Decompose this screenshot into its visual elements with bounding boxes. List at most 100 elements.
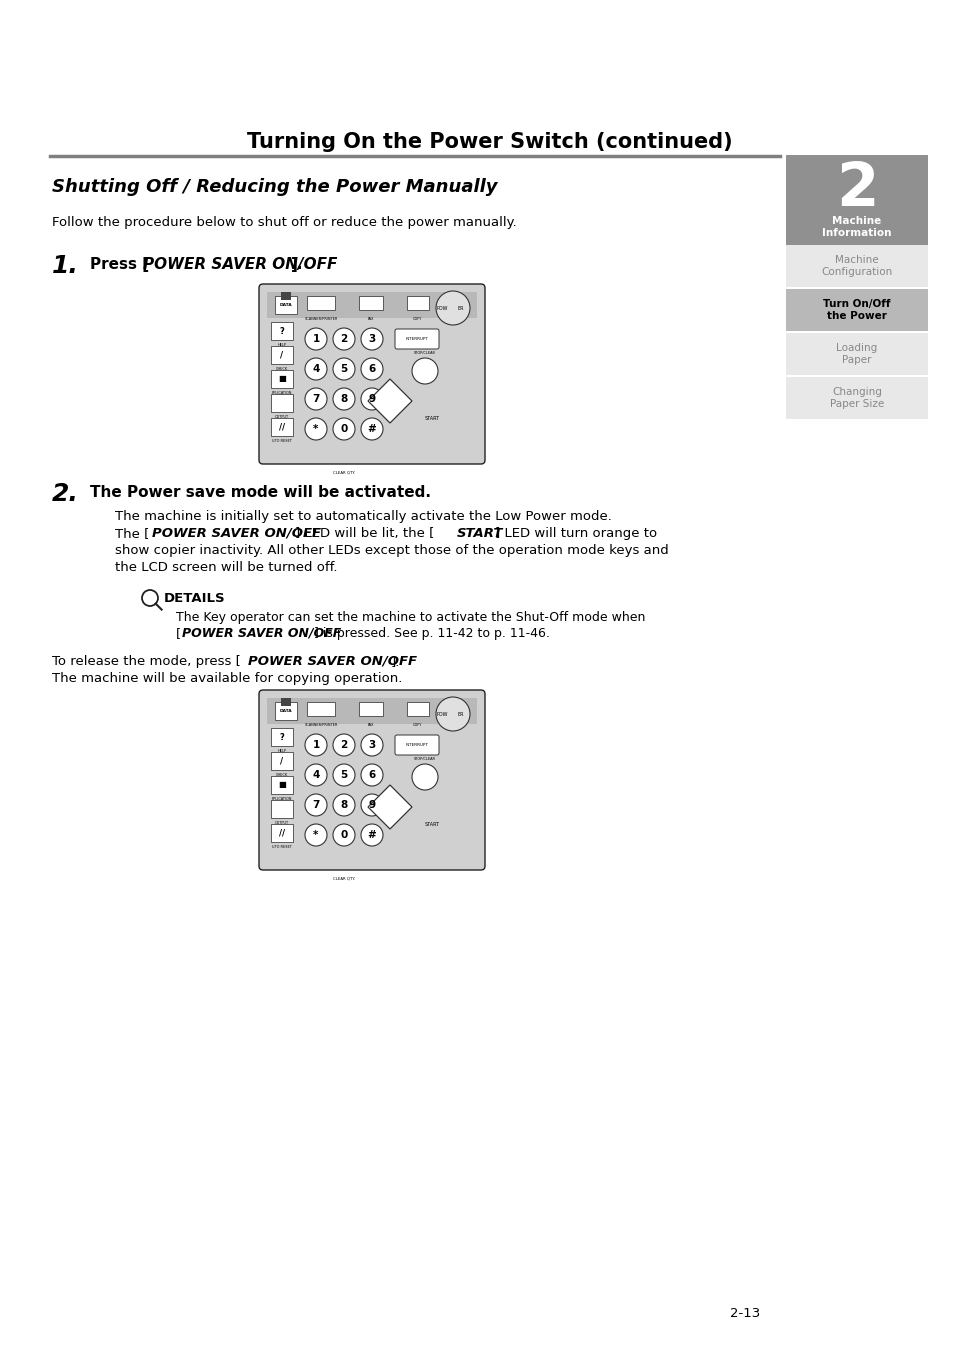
Bar bbox=[271, 322, 293, 340]
Circle shape bbox=[360, 328, 382, 350]
FancyBboxPatch shape bbox=[258, 690, 484, 870]
Text: ■: ■ bbox=[277, 374, 286, 384]
Text: FAX: FAX bbox=[367, 317, 374, 322]
Text: Changing
Paper Size: Changing Paper Size bbox=[829, 388, 883, 409]
Text: UTO RESET: UTO RESET bbox=[272, 439, 292, 443]
Text: CHECK: CHECK bbox=[275, 773, 288, 777]
Text: 8: 8 bbox=[340, 800, 347, 811]
Circle shape bbox=[436, 290, 470, 326]
Text: 1: 1 bbox=[312, 740, 319, 750]
Circle shape bbox=[305, 358, 327, 380]
Text: CLEAR QTY.: CLEAR QTY. bbox=[333, 877, 355, 881]
Text: The Power save mode will be activated.: The Power save mode will be activated. bbox=[90, 485, 431, 500]
Text: ].: ]. bbox=[291, 257, 303, 272]
Text: To release the mode, press [: To release the mode, press [ bbox=[52, 655, 240, 667]
Text: 2-13: 2-13 bbox=[729, 1306, 760, 1320]
Text: INTERRUPT: INTERRUPT bbox=[405, 743, 428, 747]
Text: /: / bbox=[280, 350, 283, 359]
Bar bbox=[785, 155, 927, 245]
Text: Press [: Press [ bbox=[90, 257, 149, 272]
Text: SCANNER/PRINTER: SCANNER/PRINTER bbox=[304, 317, 337, 322]
Text: OUTPUT: OUTPUT bbox=[274, 415, 289, 419]
Circle shape bbox=[305, 734, 327, 757]
Text: Turn On/Off
the Power: Turn On/Off the Power bbox=[822, 299, 890, 320]
Text: POWER SAVER ON/OFF: POWER SAVER ON/OFF bbox=[152, 527, 320, 540]
Circle shape bbox=[333, 734, 355, 757]
Text: PPLICATION: PPLICATION bbox=[272, 797, 292, 801]
Bar bbox=[281, 292, 291, 300]
Bar bbox=[271, 417, 293, 436]
Text: show copier inactivity. All other LEDs except those of the operation mode keys a: show copier inactivity. All other LEDs e… bbox=[115, 544, 668, 557]
Bar bbox=[271, 346, 293, 363]
Circle shape bbox=[333, 824, 355, 846]
Bar bbox=[785, 332, 927, 376]
Text: ER: ER bbox=[457, 305, 464, 311]
Circle shape bbox=[305, 765, 327, 786]
Text: ].: ]. bbox=[391, 655, 400, 667]
Text: 9: 9 bbox=[368, 394, 375, 404]
Text: 1.: 1. bbox=[52, 254, 79, 278]
Text: ] LED will turn orange to: ] LED will turn orange to bbox=[495, 527, 657, 540]
Bar bbox=[271, 728, 293, 746]
Text: ?: ? bbox=[279, 732, 284, 742]
Text: #: # bbox=[367, 424, 376, 434]
Circle shape bbox=[305, 417, 327, 440]
Circle shape bbox=[360, 417, 382, 440]
Text: FAX: FAX bbox=[367, 723, 374, 727]
Bar bbox=[358, 703, 382, 716]
Text: 3: 3 bbox=[368, 334, 375, 345]
Text: CLEAR QTY.: CLEAR QTY. bbox=[333, 471, 355, 476]
Circle shape bbox=[333, 417, 355, 440]
Circle shape bbox=[305, 824, 327, 846]
Text: The machine is initially set to automatically activate the Low Power mode.: The machine is initially set to automati… bbox=[115, 509, 611, 523]
Text: 3: 3 bbox=[368, 740, 375, 750]
Bar bbox=[267, 698, 476, 724]
Bar bbox=[785, 245, 927, 286]
Text: 8: 8 bbox=[340, 394, 347, 404]
Text: 7: 7 bbox=[312, 394, 319, 404]
Text: Shutting Off / Reducing the Power Manually: Shutting Off / Reducing the Power Manual… bbox=[52, 178, 497, 196]
Text: 2.: 2. bbox=[52, 482, 79, 507]
Text: POWER SAVER ON/OFF: POWER SAVER ON/OFF bbox=[182, 627, 341, 640]
FancyBboxPatch shape bbox=[395, 735, 438, 755]
Text: UTO RESET: UTO RESET bbox=[272, 844, 292, 848]
Text: 0: 0 bbox=[340, 424, 347, 434]
Bar bbox=[274, 703, 296, 720]
Text: 6: 6 bbox=[368, 363, 375, 374]
Text: STOP/CLEAR: STOP/CLEAR bbox=[414, 757, 436, 761]
Text: ■: ■ bbox=[277, 781, 286, 789]
Text: 9: 9 bbox=[368, 800, 375, 811]
Text: DETAILS: DETAILS bbox=[164, 592, 226, 605]
Bar bbox=[271, 824, 293, 842]
Text: COPY: COPY bbox=[413, 317, 422, 322]
Bar bbox=[271, 370, 293, 388]
Text: Loading
Paper: Loading Paper bbox=[836, 343, 877, 365]
Circle shape bbox=[412, 765, 437, 790]
Text: The [: The [ bbox=[115, 527, 150, 540]
Text: Follow the procedure below to shut off or reduce the power manually.: Follow the procedure below to shut off o… bbox=[52, 216, 517, 230]
Bar bbox=[271, 394, 293, 412]
Text: Machine
Configuration: Machine Configuration bbox=[821, 255, 892, 277]
Polygon shape bbox=[368, 380, 412, 423]
Bar bbox=[406, 296, 429, 309]
Text: The machine will be available for copying operation.: The machine will be available for copyin… bbox=[52, 671, 402, 685]
Bar bbox=[785, 377, 927, 419]
Text: HELP: HELP bbox=[277, 343, 286, 347]
Text: DATA: DATA bbox=[279, 709, 292, 713]
Text: OUTPUT: OUTPUT bbox=[274, 821, 289, 825]
Text: POW: POW bbox=[436, 305, 448, 311]
Text: SCANNER/PRINTER: SCANNER/PRINTER bbox=[304, 723, 337, 727]
Bar bbox=[785, 289, 927, 331]
Circle shape bbox=[360, 824, 382, 846]
Text: 4: 4 bbox=[312, 770, 319, 780]
Text: DATA: DATA bbox=[279, 303, 292, 307]
FancyBboxPatch shape bbox=[258, 284, 484, 463]
Text: 4: 4 bbox=[312, 363, 319, 374]
Text: 1: 1 bbox=[312, 334, 319, 345]
Text: CHECK: CHECK bbox=[275, 367, 288, 372]
Text: START: START bbox=[456, 527, 503, 540]
Polygon shape bbox=[368, 785, 412, 830]
Circle shape bbox=[305, 794, 327, 816]
Circle shape bbox=[305, 388, 327, 409]
Text: 2: 2 bbox=[340, 334, 347, 345]
